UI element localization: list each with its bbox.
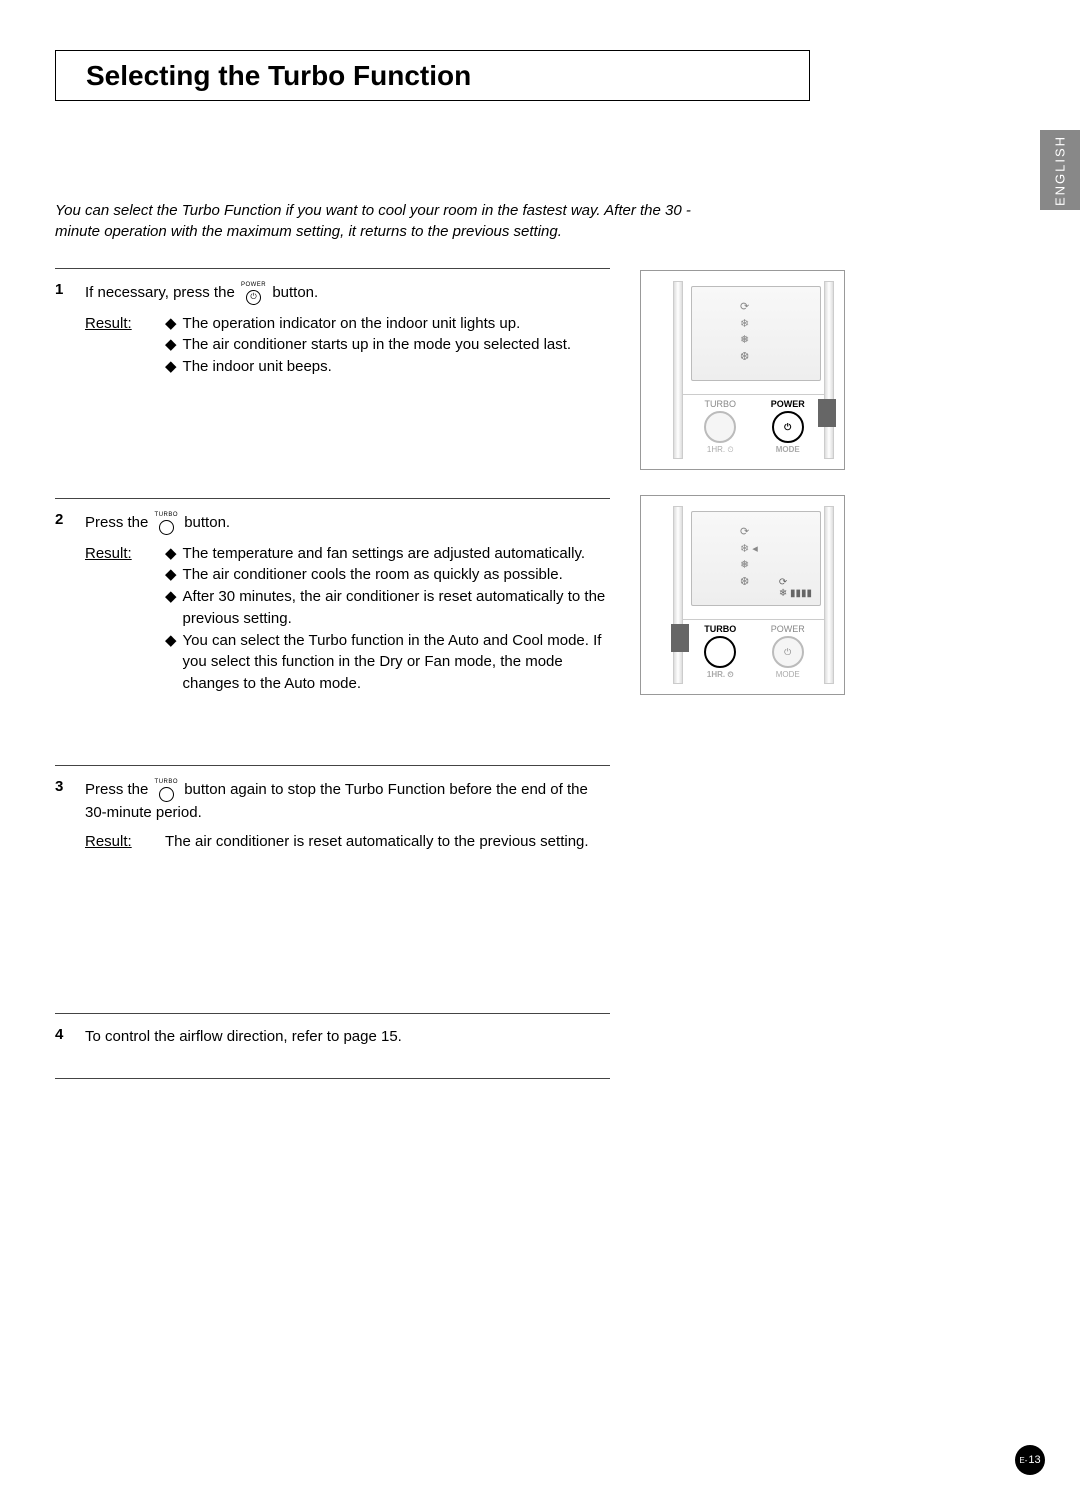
remote-display: ⟳❄ ◂❅❆ ⟳❄ ▮▮▮▮: [691, 511, 821, 606]
turbo-button: [704, 411, 736, 443]
remote-turbo-column: TURBO 1HR. ⏲: [704, 624, 736, 680]
step-body: Press the TURBO button again to stop the…: [85, 778, 610, 993]
remote-side: [824, 281, 834, 459]
remote-power-column: POWER ⏻ MODE: [771, 399, 805, 454]
language-tab: ENGLISH: [1040, 130, 1080, 210]
result-label: Result:: [85, 543, 145, 695]
remote-power-column: POWER ⏻ MODE: [771, 624, 805, 679]
turbo-button-icon: TURBO: [155, 511, 179, 535]
page-number: E-13: [1015, 1445, 1045, 1475]
step-body: Press the TURBO button. Result: ◆The tem…: [85, 511, 610, 745]
step-body: To control the airflow direction, refer …: [85, 1026, 610, 1058]
step-number: 1: [55, 281, 73, 478]
step-3: 3 Press the TURBO button again to stop t…: [55, 765, 610, 1013]
result-item: ◆The indoor unit beeps.: [165, 356, 610, 378]
title-box: Selecting the Turbo Function: [55, 50, 810, 100]
result-label: Result:: [85, 831, 145, 853]
remote-display: ⟳❄❅❆: [691, 286, 821, 381]
step-number: 4: [55, 1026, 73, 1058]
step-text-pre: Press the: [85, 514, 153, 531]
remote-display-status: ⟳❄ ▮▮▮▮: [779, 577, 812, 599]
steps-list: 1 If necessary, press the POWER ⏻ button…: [55, 268, 610, 1079]
step-4: 4 To control the airflow direction, refe…: [55, 1013, 610, 1079]
remote-mode-icons: ⟳❄❅❆: [740, 299, 749, 365]
step-2: 2 Press the TURBO button. Result: ◆The t…: [55, 498, 610, 765]
highlight-marker: [671, 624, 689, 652]
step-number: 2: [55, 511, 73, 745]
page-title: Selecting the Turbo Function: [86, 60, 471, 92]
highlight-marker: [818, 399, 836, 427]
result-items: The air conditioner is reset automatical…: [165, 831, 610, 853]
power-button: ⏻: [772, 636, 804, 668]
step-text-pre: If necessary, press the: [85, 284, 239, 301]
result-label: Result:: [85, 313, 145, 378]
result-block: Result: ◆The temperature and fan setting…: [85, 543, 610, 695]
result-block: Result: The air conditioner is reset aut…: [85, 831, 610, 853]
step-text: To control the airflow direction, refer …: [85, 1028, 402, 1045]
result-item: ◆After 30 minutes, the air conditioner i…: [165, 586, 610, 630]
result-block: Result: ◆The operation indicator on the …: [85, 313, 610, 378]
result-item: ◆The air conditioner starts up in the mo…: [165, 334, 610, 356]
remote-illustration-1: ⟳❄❅❆ TURBO 1HR. ⏲ POWER ⏻ MODE: [640, 270, 845, 470]
step-1: 1 If necessary, press the POWER ⏻ button…: [55, 268, 610, 498]
page: Selecting the Turbo Function ENGLISH You…: [0, 0, 1080, 1510]
remote-side: [673, 281, 683, 459]
title-underline: [55, 100, 810, 101]
turbo-button-icon: TURBO: [155, 778, 179, 802]
power-button: ⏻: [772, 411, 804, 443]
result-text: The air conditioner is reset automatical…: [165, 833, 589, 850]
step-text-post: button.: [184, 514, 230, 531]
remote-mode-icons: ⟳❄ ◂❅❆: [740, 524, 758, 590]
result-item: ◆The air conditioner cools the room as q…: [165, 564, 610, 586]
result-items: ◆The temperature and fan settings are ad…: [165, 543, 610, 695]
step-text-pre: Press the: [85, 781, 153, 798]
step-body: If necessary, press the POWER ⏻ button. …: [85, 281, 610, 478]
intro-text: You can select the Turbo Function if you…: [55, 200, 695, 242]
remote-side: [673, 506, 683, 684]
remote-turbo-column: TURBO 1HR. ⏲: [704, 399, 736, 455]
step-text-post: button.: [272, 284, 318, 301]
turbo-button: [704, 636, 736, 668]
result-items: ◆The operation indicator on the indoor u…: [165, 313, 610, 378]
result-item: ◆The operation indicator on the indoor u…: [165, 313, 610, 335]
result-item: ◆You can select the Turbo function in th…: [165, 630, 610, 695]
result-item: ◆The temperature and fan settings are ad…: [165, 543, 610, 565]
remote-side: [824, 506, 834, 684]
remote-illustration-2: ⟳❄ ◂❅❆ ⟳❄ ▮▮▮▮ TURBO 1HR. ⏲ POWER ⏻ MODE: [640, 495, 845, 695]
power-button-icon: POWER ⏻: [241, 281, 266, 305]
step-number: 3: [55, 778, 73, 993]
